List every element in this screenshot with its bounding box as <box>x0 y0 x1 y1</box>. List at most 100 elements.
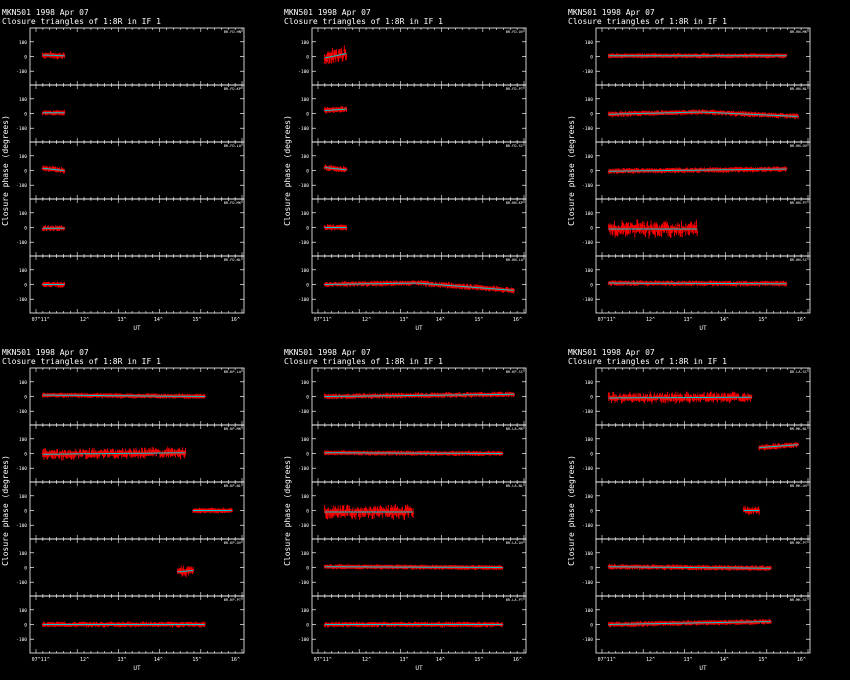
x-tick-label: 12^ <box>362 317 371 323</box>
y-axis-label: Closure phase (degrees) <box>567 115 576 226</box>
panel-br-hn-la: 100 0 -100 BR-HN-LA <box>298 255 527 314</box>
panel-br-fd-pt: 100 0 -100 BR-FD-PT <box>298 84 527 143</box>
y-tick-label: 100 <box>19 40 27 46</box>
x-tick-label: 16^ <box>797 317 806 323</box>
panel-label: BR-FD-LA <box>224 144 242 148</box>
x-axis-label: UT <box>699 325 707 332</box>
x-tick-label: 15^ <box>474 317 483 323</box>
x-tick-label: 14^ <box>436 317 445 323</box>
y-tick-label: 100 <box>585 268 593 274</box>
model-curve <box>608 282 787 285</box>
y-tick-label: 0 <box>590 169 593 175</box>
panel-label: BR-HN-NL <box>790 87 807 91</box>
chart-subtitle: Closure triangles of 1:8R in IF 1 <box>284 17 443 26</box>
x-axis-label: UT <box>415 325 423 332</box>
panel-label: BR-FD-SC <box>506 144 523 148</box>
model-curve <box>324 167 347 171</box>
y-tick-label: 0 <box>590 55 593 61</box>
panel-label: BR-HN-PT <box>790 201 808 205</box>
y-tick-label: 0 <box>306 55 309 61</box>
panel-label: BR-FD-HN <box>224 30 241 34</box>
y-tick-label: 0 <box>24 283 27 289</box>
y-tick-label: 0 <box>306 112 309 118</box>
panel-label: BR-HN-SC <box>790 258 807 262</box>
panel-label: BR-HN-LA <box>506 258 524 262</box>
y-tick-label: 0 <box>24 169 27 175</box>
y-tick-label: 0 <box>590 226 593 232</box>
panel-br-hn-sc: 100 0 -100 BR-HN-SC <box>582 255 811 314</box>
y-tick-label: -100 <box>582 183 593 189</box>
y-tick-label: 100 <box>585 211 593 217</box>
y-tick-label: -100 <box>298 183 309 189</box>
y-tick-label: 100 <box>19 268 27 274</box>
y-axis-label: Closure phase (degrees) <box>1 455 10 566</box>
y-tick-label: 0 <box>24 55 27 61</box>
x-tick-label: 14^ <box>154 317 163 323</box>
y-tick-label: 0 <box>24 395 27 401</box>
x-tick-label: 16^ <box>231 317 240 323</box>
model-curve <box>42 167 65 171</box>
y-tick-label: 100 <box>301 97 309 103</box>
panel-label: BR-KP-LA <box>224 370 242 374</box>
chart-title: MKN501 1998 Apr 07 <box>2 348 89 357</box>
y-tick-label: -100 <box>16 297 27 303</box>
y-tick-label: 0 <box>306 226 309 232</box>
panel-label: BR-HN-OV <box>790 144 808 148</box>
x-tick-label: 15^ <box>758 317 767 323</box>
x-tick-label: 13^ <box>400 317 409 323</box>
model-curve <box>608 168 787 172</box>
model-curve <box>416 282 515 291</box>
y-tick-label: 0 <box>24 112 27 118</box>
chart-title: MKN501 1998 Apr 07 <box>284 8 371 17</box>
model-curve <box>700 111 798 117</box>
y-tick-label: 100 <box>585 40 593 46</box>
x-tick-label: 13^ <box>118 317 127 323</box>
chart-subtitle: Closure triangles of 1:8R in IF 1 <box>568 17 727 26</box>
chart-subtitle: Closure triangles of 1:8R in IF 1 <box>2 17 161 26</box>
panel-br-fd-nl: 100 0 -100 BR-FD-NL <box>16 255 245 314</box>
model-curve <box>42 54 65 57</box>
panel-br-hn-nl: 100 0 -100 BR-HN-NL <box>582 84 811 143</box>
y-tick-label: -100 <box>16 69 27 75</box>
y-tick-label: 100 <box>301 211 309 217</box>
y-tick-label: 0 <box>590 283 593 289</box>
y-tick-label: 100 <box>585 97 593 103</box>
x-tick-label: 07^11^ <box>32 317 50 323</box>
model-curve <box>324 108 347 112</box>
y-tick-label: -100 <box>16 183 27 189</box>
panel-br-hn-pt: 100 0 -100 BR-HN-PT <box>582 198 811 257</box>
panel-br-hn-mk: 100 0 -100 BR-HN-MK <box>582 27 811 86</box>
y-tick-label: -100 <box>298 126 309 132</box>
panel-label: BR-FD-MK <box>224 201 242 205</box>
y-tick-label: -100 <box>16 240 27 246</box>
y-tick-label: -100 <box>16 409 27 415</box>
x-axis-label: UT <box>133 325 141 332</box>
panel-br-hn-ov: 100 0 -100 BR-HN-OV <box>582 141 811 200</box>
y-tick-label: 0 <box>24 226 27 232</box>
model-curve <box>324 53 347 59</box>
chart-subtitle: Closure triangles of 1:8R in IF 1 <box>2 357 161 366</box>
y-tick-label: 100 <box>301 40 309 46</box>
x-tick-label: 16^ <box>513 317 522 323</box>
chart-title: MKN501 1998 Apr 07 <box>568 8 655 17</box>
y-tick-label: 100 <box>19 97 27 103</box>
y-tick-label: -100 <box>582 69 593 75</box>
y-tick-label: 0 <box>306 283 309 289</box>
model-curve <box>608 111 701 115</box>
panel-label: BR-FD-PT <box>506 87 524 91</box>
y-tick-label: 100 <box>301 268 309 274</box>
panel-label: BR-HN-KP <box>506 201 523 205</box>
model-curve <box>324 282 417 285</box>
y-tick-label: -100 <box>582 297 593 303</box>
panel-label: BR-FD-NL <box>224 258 241 262</box>
x-tick-label: 15^ <box>192 317 201 323</box>
y-tick-label: -100 <box>298 240 309 246</box>
x-tick-label: 14^ <box>720 317 729 323</box>
panel-label: BR-FD-OV <box>506 30 524 34</box>
y-tick-label: -100 <box>298 297 309 303</box>
